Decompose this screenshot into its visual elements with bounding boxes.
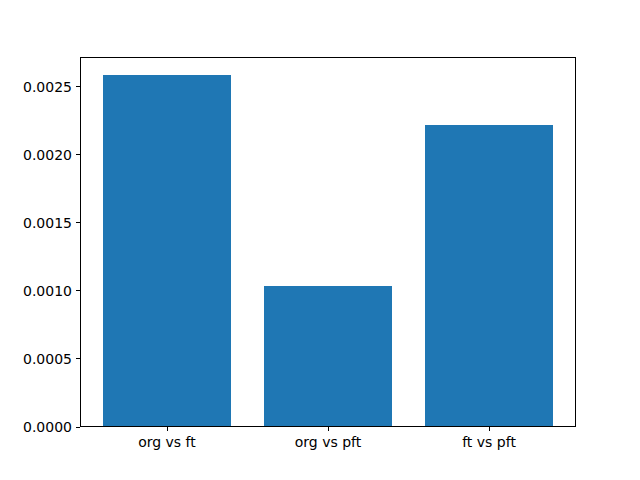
- bar-chart-figure: org vs ft org vs pft ft vs pft 0.0000 0.0005…: [0, 0, 640, 480]
- bars-layer: [80, 57, 576, 427]
- x-tick-label: ft vs pft: [462, 435, 516, 450]
- x-tick-mark: [489, 427, 490, 431]
- bar-org-vs-pft: [264, 286, 393, 427]
- x-tick-mark: [167, 427, 168, 431]
- bar-org-vs-ft: [103, 75, 232, 427]
- y-tick-label: 0.0025: [23, 80, 72, 94]
- bar-ft-vs-pft: [425, 125, 554, 427]
- y-tick-label: 0.0005: [23, 352, 72, 366]
- y-tick-label: 0.0020: [23, 148, 72, 162]
- x-tick-mark: [328, 427, 329, 431]
- x-tick-label: org vs ft: [138, 435, 196, 450]
- y-tick-label: 0.0010: [23, 284, 72, 298]
- y-tick-label: 0.0000: [23, 420, 72, 434]
- x-tick-label: org vs pft: [295, 435, 362, 450]
- y-tick-label: 0.0015: [23, 216, 72, 230]
